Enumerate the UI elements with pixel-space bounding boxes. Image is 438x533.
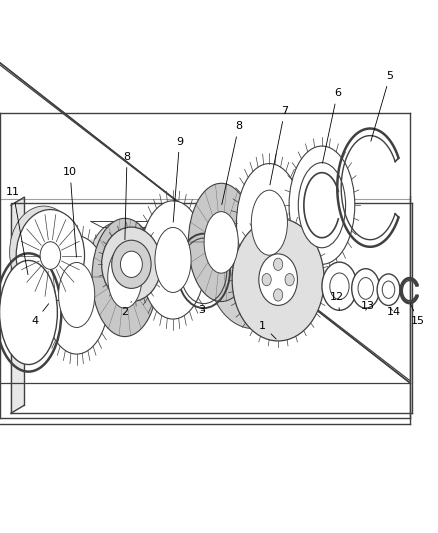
Text: 9: 9 (173, 136, 183, 222)
Ellipse shape (112, 240, 151, 288)
Text: 10: 10 (63, 167, 77, 257)
Ellipse shape (285, 273, 294, 286)
Ellipse shape (0, 261, 57, 365)
Ellipse shape (352, 269, 380, 308)
Text: 14: 14 (387, 308, 401, 318)
Ellipse shape (10, 206, 78, 298)
Ellipse shape (259, 254, 297, 305)
Ellipse shape (140, 201, 206, 319)
Ellipse shape (108, 247, 142, 308)
Ellipse shape (322, 262, 357, 310)
Ellipse shape (298, 163, 346, 248)
Ellipse shape (40, 242, 60, 269)
Ellipse shape (273, 258, 283, 270)
Text: 5: 5 (371, 71, 393, 141)
Ellipse shape (289, 146, 355, 264)
Text: 15: 15 (411, 304, 425, 326)
Ellipse shape (232, 219, 324, 341)
Polygon shape (208, 249, 324, 261)
Ellipse shape (120, 251, 142, 278)
Ellipse shape (251, 190, 287, 255)
Text: 4: 4 (32, 304, 49, 326)
Text: 11: 11 (6, 187, 28, 274)
Text: 8: 8 (124, 152, 131, 240)
Ellipse shape (237, 164, 302, 282)
Text: 2: 2 (121, 302, 131, 318)
Ellipse shape (91, 221, 150, 296)
Ellipse shape (44, 236, 110, 354)
Ellipse shape (273, 289, 283, 301)
Ellipse shape (155, 228, 191, 293)
Polygon shape (91, 240, 161, 246)
Text: 13: 13 (361, 301, 375, 311)
Text: 3: 3 (198, 305, 205, 316)
Text: 1: 1 (259, 321, 276, 339)
Ellipse shape (204, 212, 238, 273)
Text: 12: 12 (330, 292, 344, 310)
Ellipse shape (377, 274, 400, 305)
Ellipse shape (262, 273, 271, 286)
Ellipse shape (208, 206, 300, 329)
Text: 7: 7 (270, 106, 288, 185)
Ellipse shape (16, 209, 85, 302)
Text: 8: 8 (222, 122, 242, 205)
Text: 6: 6 (322, 88, 341, 163)
Polygon shape (11, 197, 24, 413)
Ellipse shape (92, 219, 158, 336)
Ellipse shape (330, 273, 349, 300)
Ellipse shape (59, 262, 95, 327)
Ellipse shape (358, 278, 374, 299)
Ellipse shape (188, 183, 254, 302)
Ellipse shape (102, 227, 161, 302)
Ellipse shape (382, 281, 395, 298)
